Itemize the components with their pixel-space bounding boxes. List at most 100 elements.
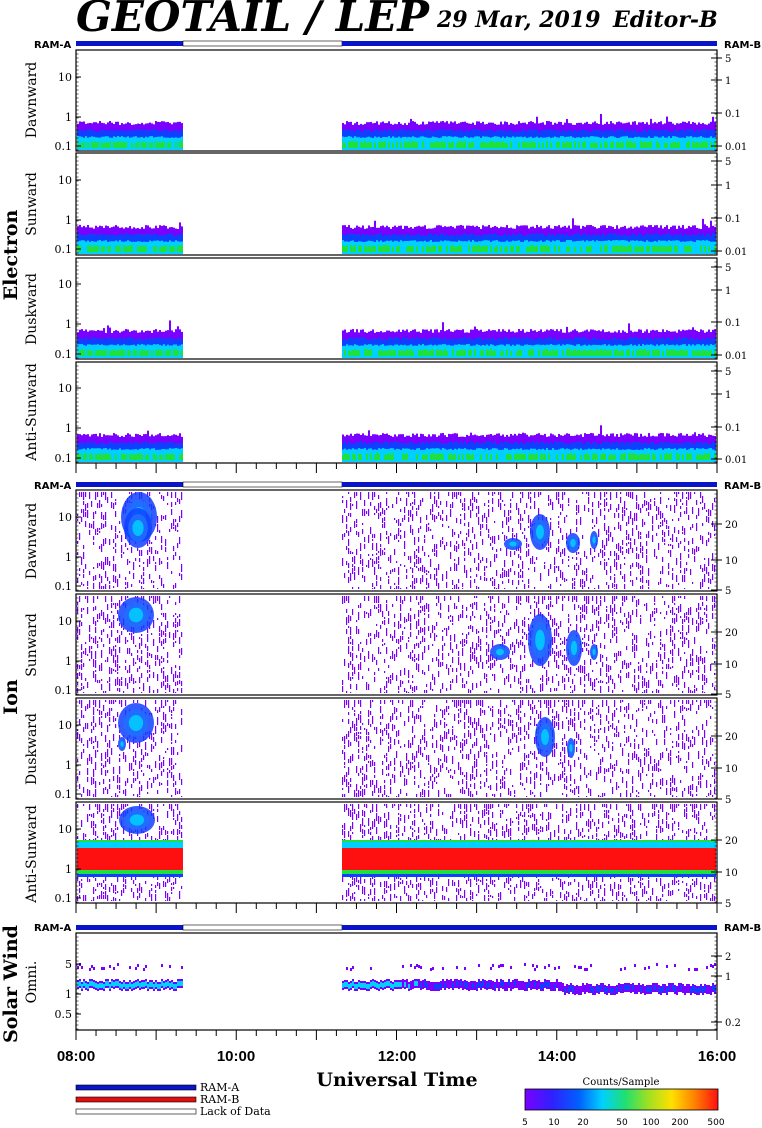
ion-noise-cell: [608, 509, 610, 512]
time-tick-label: 14:00: [538, 1048, 576, 1065]
ion-noise-cell: [119, 574, 121, 578]
electron-band-cell: [580, 137, 582, 150]
ion-noise-cell: [442, 524, 444, 527]
ion-noise-cell: [556, 548, 558, 554]
electron-band-cell: [554, 449, 556, 462]
electron-band-cell: [83, 240, 85, 254]
ion-noise-cell: [510, 510, 512, 513]
electron-band-cell: [83, 453, 85, 460]
ion-noise-cell: [664, 543, 666, 545]
electron-band-cell: [636, 246, 638, 252]
ion-noise-cell: [474, 497, 476, 502]
electron-band-cell: [584, 349, 586, 356]
electron-band-cell: [564, 241, 566, 254]
ion-noise-cell: [506, 571, 508, 577]
electron-band-cell: [169, 454, 171, 460]
electron-band-cell: [520, 349, 522, 356]
ion-noise-cell: [600, 561, 602, 565]
electron-band-cell: [418, 241, 420, 254]
electron-band-cell: [81, 449, 83, 462]
electron-band-cell: [712, 449, 714, 462]
ion-noise-cell: [113, 575, 115, 582]
electron-band-cell: [542, 350, 544, 356]
ion-noise-cell: [662, 557, 664, 562]
ion-noise-cell: [81, 557, 83, 565]
electron-band-cell: [157, 449, 159, 462]
ion-noise-cell: [416, 578, 418, 583]
ion-noise-cell: [524, 535, 526, 539]
ion-noise-cell: [608, 534, 610, 541]
ion-noise-cell: [159, 530, 161, 533]
ion-noise-cell: [95, 511, 97, 514]
electron-band-cell: [157, 349, 159, 356]
ion-noise-cell: [496, 570, 498, 576]
electron-band-cell: [572, 241, 574, 254]
ion-noise-cell: [520, 575, 522, 578]
ion-noise-cell: [115, 499, 117, 501]
ion-noise-cell: [414, 562, 416, 567]
ion-noise-cell: [77, 541, 79, 544]
electron-band-cell: [410, 246, 412, 252]
electron-band-cell: [386, 137, 388, 150]
ion-noise-cell: [424, 567, 426, 573]
electron-band-cell: [522, 453, 524, 460]
ion-noise-cell: [530, 519, 532, 527]
ion-noise-cell: [386, 572, 388, 575]
electron-band-cell: [646, 350, 648, 356]
electron-band-cell: [143, 350, 145, 356]
ion-noise-cell: [610, 504, 612, 510]
ion-noise-cell: [358, 587, 360, 589]
electron-band-cell: [181, 453, 183, 460]
electron-band-cell: [608, 454, 610, 460]
electron-band-cell: [696, 350, 698, 356]
ion-noise-cell: [400, 588, 402, 589]
electron-band-cell: [540, 345, 542, 358]
ion-noise-cell: [580, 517, 582, 525]
ion-noise-cell: [115, 502, 117, 505]
electron-band-cell: [478, 448, 480, 462]
ion-noise-cell: [380, 585, 382, 589]
ion-noise-cell: [414, 492, 416, 498]
ion-noise-cell: [155, 536, 157, 540]
ion-noise-cell: [626, 508, 628, 510]
ion-noise-cell: [376, 575, 378, 580]
electron-band-cell: [706, 350, 708, 356]
electron-band-cell: [542, 142, 544, 148]
electron-band-cell: [362, 345, 364, 358]
ion-noise-cell: [352, 564, 354, 567]
ion-noise-cell: [604, 499, 606, 507]
electron-band-cell: [456, 449, 458, 462]
electron-band-cell: [692, 141, 694, 148]
ion-noise-cell: [580, 579, 582, 587]
ion-noise-cell: [372, 539, 374, 541]
electron-band-cell: [664, 454, 666, 460]
ion-noise-cell: [508, 526, 510, 532]
ion-noise-cell: [662, 520, 664, 526]
electron-band-cell: [692, 448, 694, 462]
ion-noise-cell: [364, 544, 366, 549]
ion-noise-cell: [159, 558, 161, 565]
time-tick-label: 12:00: [378, 1048, 416, 1065]
ion-noise-cell: [438, 506, 440, 508]
ion-noise-cell: [434, 492, 436, 494]
electron-band-cell: [478, 136, 480, 150]
ion-noise-cell: [87, 581, 89, 586]
electron-band-cell: [113, 241, 115, 254]
ion-noise-cell: [522, 492, 524, 498]
electron-band-cell: [151, 350, 153, 356]
electron-band-cell: [111, 449, 113, 462]
electron-band-cell: [390, 137, 392, 150]
ion-noise-cell: [526, 503, 528, 508]
electron-band-cell: [398, 449, 400, 462]
electron-band-cell: [672, 142, 674, 148]
ion-noise-cell: [109, 539, 111, 545]
electron-band-cell: [147, 241, 149, 254]
electron-band-cell: [702, 349, 704, 356]
y-tick-label-left: 0.1: [55, 140, 73, 153]
ion-noise-cell: [550, 564, 552, 569]
ion-noise-cell: [364, 576, 366, 582]
electron-band-cell: [556, 141, 558, 148]
electron-band-cell: [554, 350, 556, 356]
electron-band-cell: [91, 453, 93, 460]
y-tick-label-left: 10: [58, 278, 72, 291]
